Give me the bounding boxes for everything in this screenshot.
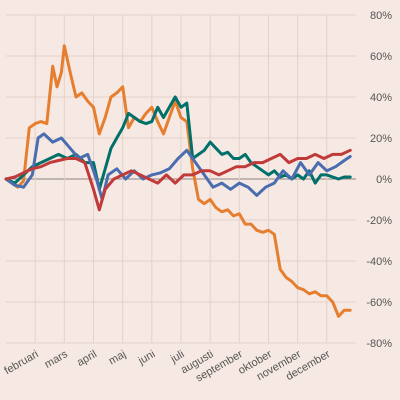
y-tick-label: -40% [366, 256, 392, 268]
y-tick-label: -80% [366, 338, 392, 350]
x-tick-label: mars [43, 348, 71, 371]
y-tick-label: 40% [370, 92, 392, 104]
y-tick-label: 20% [370, 133, 392, 145]
x-tick-label: februari [2, 348, 40, 377]
series-line-4 [4, 148, 352, 212]
series-line-3 [4, 132, 352, 201]
x-tick-label: april [75, 348, 99, 369]
x-axis-tick-labels: februari mars april maj juni juliaugustisepte… [2, 348, 332, 385]
y-tick-label: -20% [366, 215, 392, 227]
y-tick-label: 80% [370, 10, 392, 22]
x-tick-label: juni [136, 348, 158, 367]
y-tick-label: -60% [366, 297, 392, 309]
series-line-1 [4, 44, 352, 318]
x-tick-label: maj [107, 348, 128, 367]
y-tick-label: 60% [370, 51, 392, 63]
y-tick-label: 0% [376, 174, 392, 186]
y-axis-tick-labels: 80% 60% 40% 20% 0% -20% -40% -60% -80% [366, 10, 392, 350]
series-group [4, 44, 352, 318]
